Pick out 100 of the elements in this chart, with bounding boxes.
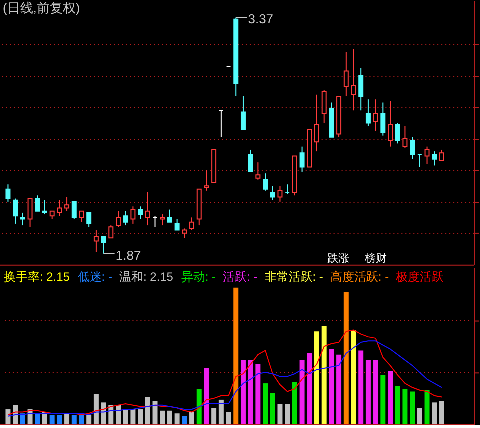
bar: [234, 288, 239, 425]
bar: [410, 392, 416, 425]
annotation: 榜财: [365, 252, 388, 265]
legend-label: 极度活跃: [395, 270, 444, 284]
candlestick: [240, 96, 246, 130]
bar: [94, 394, 99, 425]
bar: [72, 414, 77, 425]
bar: [358, 350, 364, 425]
text: 活跃: -: [223, 270, 258, 284]
candlestick: [366, 99, 371, 127]
candlestick: [322, 90, 327, 124]
candlestick: [344, 52, 349, 97]
bar: [116, 405, 121, 425]
candlestick: [123, 210, 128, 226]
bar: [336, 354, 342, 425]
bar: [196, 389, 202, 425]
text: 异动: -: [181, 270, 216, 284]
annotation: 1.87: [116, 248, 142, 263]
candlestick: [204, 170, 210, 192]
candlestick: [116, 210, 121, 228]
candlestick: [263, 173, 268, 192]
bar: [373, 360, 378, 425]
bar: [64, 414, 70, 425]
bar: [20, 414, 26, 425]
candlestick: [174, 218, 180, 231]
bar: [263, 384, 268, 425]
candlestick: [167, 209, 172, 223]
candlestick: [439, 149, 444, 162]
bar: [366, 360, 371, 425]
bar: [174, 414, 180, 425]
candlestick: [108, 225, 114, 239]
bar: [270, 393, 276, 425]
bar: [160, 410, 166, 425]
candlestick: [248, 149, 254, 173]
bar: [101, 402, 106, 425]
text: 换手率: 2.15: [4, 270, 70, 284]
candlestick: [380, 102, 386, 136]
bar: [123, 410, 128, 425]
candlestick: [79, 210, 84, 223]
candlestick: [314, 94, 320, 152]
candlestick: [101, 236, 106, 254]
bar: [218, 400, 224, 425]
candlestick: [86, 212, 92, 228]
bar: [314, 332, 320, 425]
candlestick: [410, 136, 416, 160]
bar: [86, 414, 92, 425]
bar: [6, 410, 11, 425]
series-label: 高度活跃: -: [330, 270, 390, 284]
bar: [424, 390, 430, 425]
candlestick: [432, 151, 438, 166]
annotation: 3.37: [248, 12, 274, 27]
bar: [256, 364, 261, 425]
bar: [190, 412, 195, 425]
candlestick: [190, 217, 195, 231]
bar: [432, 402, 438, 425]
bar: [307, 353, 312, 425]
bar: [204, 368, 210, 425]
bar: [130, 410, 136, 425]
candlestick: [6, 184, 11, 202]
candlestick: [130, 206, 136, 224]
candlestick: [35, 195, 40, 212]
bar: [248, 360, 254, 425]
candlestick: [20, 212, 26, 226]
bar: [79, 414, 84, 425]
text: 非常活跃: -: [264, 270, 324, 284]
candlestick: [94, 230, 99, 253]
bar: [138, 410, 144, 425]
chart-title: (日线,前复权): [2, 0, 80, 16]
candlestick: [388, 100, 394, 148]
candlestick: [358, 68, 364, 112]
bar: [417, 408, 422, 425]
candlestick: [351, 48, 356, 112]
bar: [240, 360, 246, 425]
bar: [35, 414, 40, 425]
bar: [226, 412, 232, 425]
bar: [152, 401, 158, 425]
candlestick: [278, 186, 283, 202]
bar: [50, 414, 55, 425]
candlestick: [160, 214, 166, 226]
candlestick: [424, 146, 430, 165]
candlestick: [300, 146, 305, 173]
bar: [395, 386, 400, 425]
bar: [388, 371, 394, 425]
candlestick: [64, 196, 70, 212]
annotation: 跌涨: [327, 252, 350, 265]
bar: [322, 326, 327, 425]
bar: [285, 404, 290, 425]
candlestick: [57, 200, 62, 217]
candlestick: [373, 99, 378, 132]
candlestick: [28, 198, 33, 228]
candlestick: [13, 198, 18, 224]
bar: [344, 292, 349, 425]
candlestick: [402, 126, 408, 149]
candlestick: [42, 200, 48, 216]
bar: [167, 410, 172, 425]
candlestick: [270, 186, 276, 201]
bar: [278, 404, 283, 425]
candlestick: [72, 201, 77, 220]
candlestick: [145, 192, 150, 226]
bar: [439, 401, 444, 425]
